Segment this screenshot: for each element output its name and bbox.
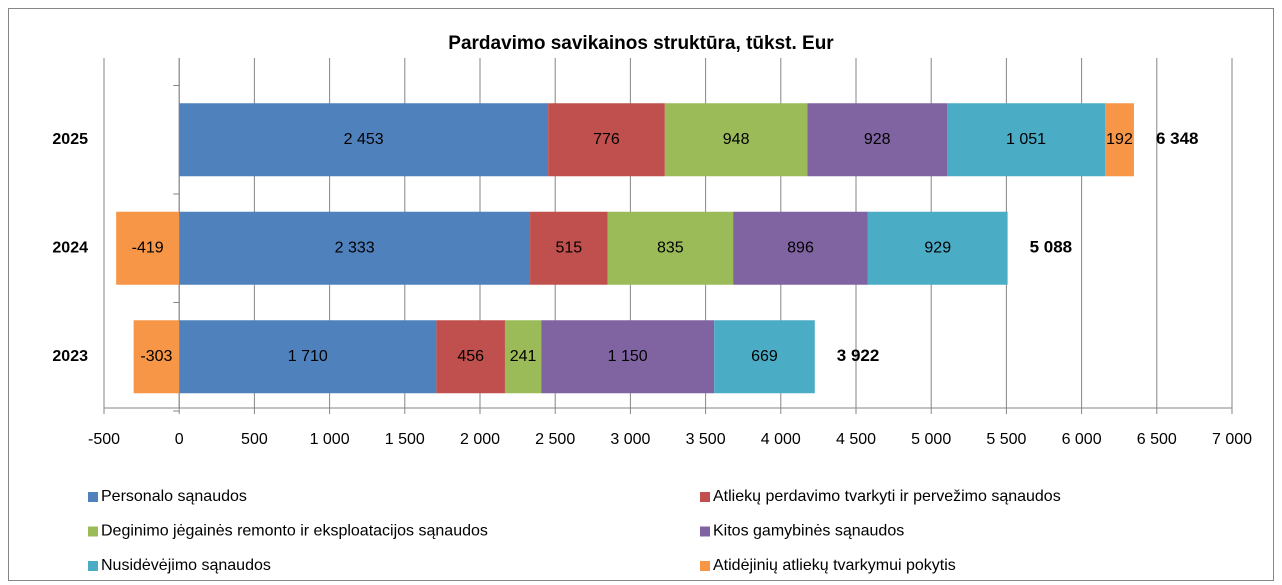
data-label: 929: [924, 239, 951, 256]
x-tick-label: 6 500: [1137, 431, 1177, 448]
y-tick-label: 2023: [52, 348, 88, 365]
data-label: 2 333: [335, 239, 375, 256]
x-tick-label: 1 000: [310, 431, 350, 448]
data-label: 456: [457, 348, 484, 365]
bar-segment: [607, 211, 734, 285]
data-label: 1 710: [288, 348, 328, 365]
bar-segment: [133, 320, 180, 394]
chart-title: Pardavimo savikainos struktūra, tūkst. E…: [448, 33, 834, 54]
total-label: 5 088: [1030, 238, 1073, 257]
bar-segment: [179, 103, 549, 177]
bar-segment: [1105, 103, 1134, 177]
x-tick-label: 5 500: [986, 431, 1026, 448]
bar-segment: [867, 211, 1008, 285]
x-tick-label: 3 500: [686, 431, 726, 448]
bar-segment: [548, 103, 665, 177]
data-label: 948: [723, 131, 750, 148]
x-tick-label: -500: [88, 431, 120, 448]
data-label: 776: [593, 131, 620, 148]
y-tick-label: 2025: [52, 131, 88, 148]
bar-segment: [807, 103, 947, 177]
bar-segment: [541, 320, 715, 394]
x-tick-label: 2 500: [535, 431, 575, 448]
data-label: 2 453: [344, 131, 384, 148]
data-label: 192: [1106, 131, 1133, 148]
bar-segment: [664, 103, 808, 177]
data-label: 896: [787, 239, 814, 256]
bar-segment: [530, 211, 608, 285]
legend-label: Personalo sąnaudos: [101, 488, 247, 505]
data-label: -419: [132, 239, 164, 256]
total-label: 3 922: [837, 346, 880, 365]
legend-swatch: [88, 492, 98, 502]
bar-segment: [179, 211, 531, 285]
bar-segment: [714, 320, 815, 394]
bar-segment: [179, 320, 437, 394]
legend-label: Atliekų perdavimo tvarkyti ir pervežimo …: [713, 488, 1061, 505]
x-tick-label: 5 000: [911, 431, 951, 448]
legend-swatch: [700, 492, 710, 502]
legend-label: Deginimo jėgainės remonto ir eksploataci…: [101, 523, 488, 540]
bar-segment: [504, 320, 542, 394]
legend-swatch: [700, 526, 710, 537]
x-tick-label: 7 000: [1212, 431, 1252, 448]
x-tick-label: 500: [241, 431, 268, 448]
legend-swatch: [700, 561, 710, 571]
x-tick-label: 1 500: [385, 431, 425, 448]
data-label: 1 051: [1006, 131, 1046, 148]
total-label: 6 348: [1156, 129, 1199, 148]
data-label: 1 150: [608, 348, 648, 365]
data-label: 928: [864, 131, 891, 148]
data-label: -303: [140, 348, 172, 365]
x-tick-label: 0: [175, 431, 184, 448]
x-tick-label: 6 000: [1062, 431, 1102, 448]
x-tick-label: 3 000: [610, 431, 650, 448]
legend-label: Kitos gamybinės sąnaudos: [713, 523, 904, 540]
legend-swatch: [88, 561, 98, 571]
data-label: 669: [751, 348, 778, 365]
legend-swatch: [88, 526, 98, 537]
x-tick-label: 4 500: [836, 431, 876, 448]
bar-segment: [116, 211, 180, 285]
legend-label: Atidėjinių atliekų tvarkymui pokytis: [713, 557, 956, 574]
bar-segment: [436, 320, 505, 394]
x-tick-label: 2 000: [460, 431, 500, 448]
bar-segment: [946, 103, 1106, 177]
data-label: 515: [555, 239, 582, 256]
y-tick-label: 2024: [52, 239, 88, 256]
legend-label: Nusidėvėjimo sąnaudos: [101, 557, 271, 574]
data-label: 835: [657, 239, 684, 256]
x-tick-label: 4 000: [761, 431, 801, 448]
data-label: 241: [510, 348, 537, 365]
bar-segment: [733, 211, 868, 285]
